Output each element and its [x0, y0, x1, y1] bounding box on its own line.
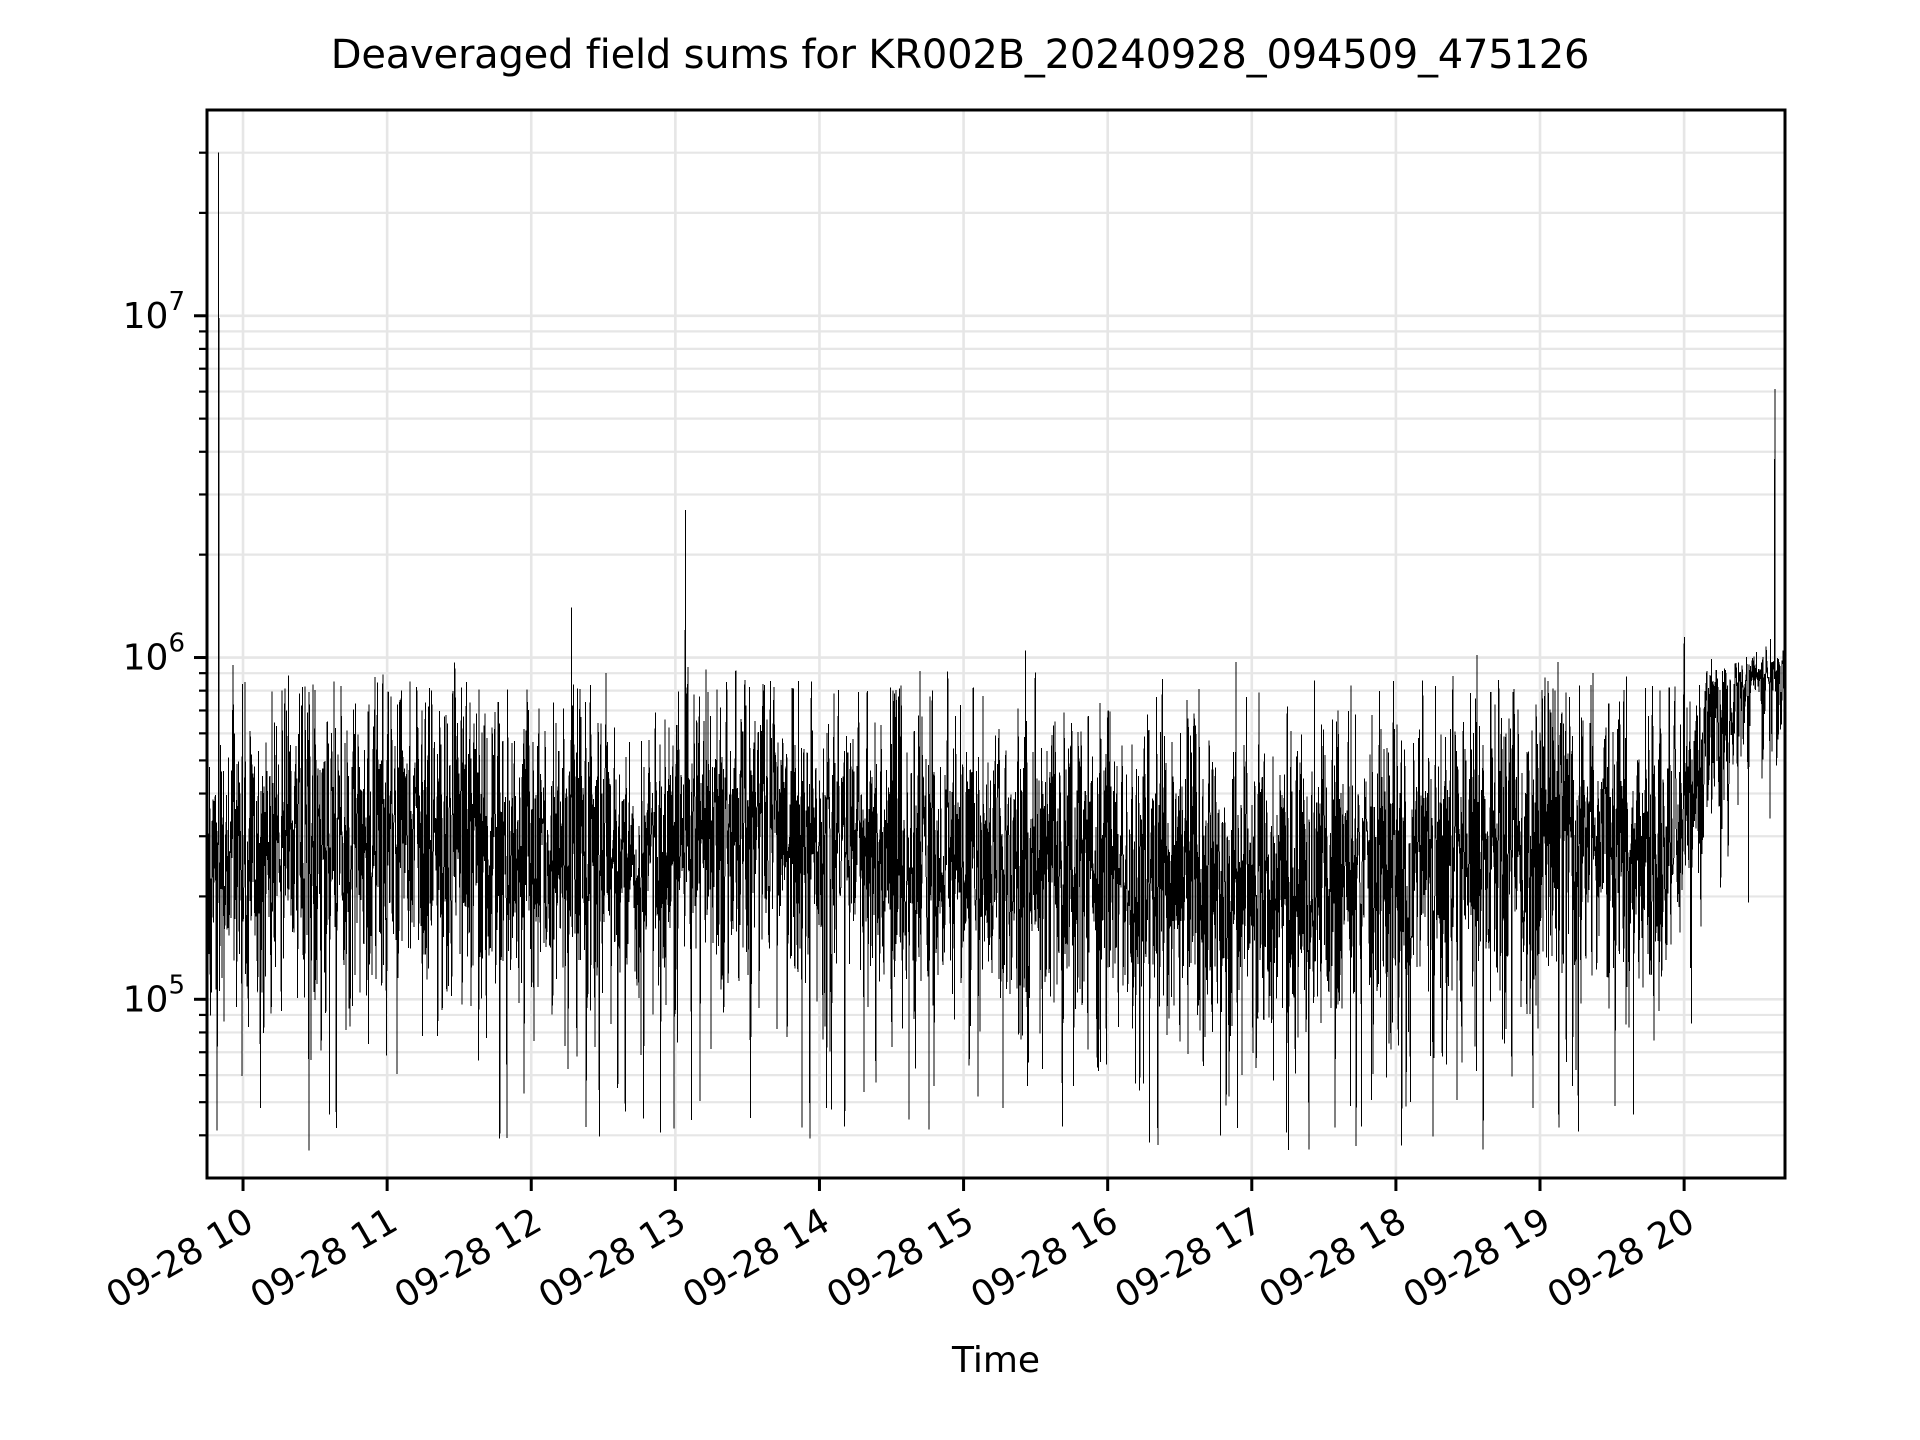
x-axis-ticks: [241, 1178, 1686, 1191]
grid-lines-major: [207, 110, 1785, 1178]
svg-text:105: 105: [123, 970, 185, 1020]
svg-text:09-28 18: 09-28 18: [1253, 1200, 1414, 1316]
svg-text:09-28 16: 09-28 16: [964, 1200, 1125, 1316]
plot-frame: [205, 108, 1787, 1180]
plot-background: [207, 110, 1785, 1178]
y-axis-tick-labels: 105 106 107: [123, 287, 185, 1021]
svg-text:09-28 11: 09-28 11: [244, 1200, 405, 1316]
chart-title: Deaveraged field sums for KR002B_2024092…: [330, 32, 1590, 78]
data-series-peak-adu: [207, 152, 1785, 1151]
svg-text:09-28 12: 09-28 12: [388, 1200, 549, 1316]
svg-text:09-28 20: 09-28 20: [1541, 1200, 1702, 1316]
svg-text:106: 106: [123, 629, 185, 679]
svg-text:09-28 14: 09-28 14: [676, 1200, 837, 1316]
svg-text:09-28 15: 09-28 15: [820, 1200, 981, 1316]
svg-text:09-28 19: 09-28 19: [1397, 1200, 1558, 1316]
svg-text:107: 107: [123, 287, 185, 337]
svg-text:09-28 13: 09-28 13: [532, 1200, 693, 1316]
y-axis-ticks: [194, 151, 207, 1137]
svg-text:09-28 17: 09-28 17: [1108, 1200, 1269, 1316]
svg-text:09-28 10: 09-28 10: [100, 1200, 261, 1316]
x-axis-label: Time: [951, 1340, 1041, 1381]
